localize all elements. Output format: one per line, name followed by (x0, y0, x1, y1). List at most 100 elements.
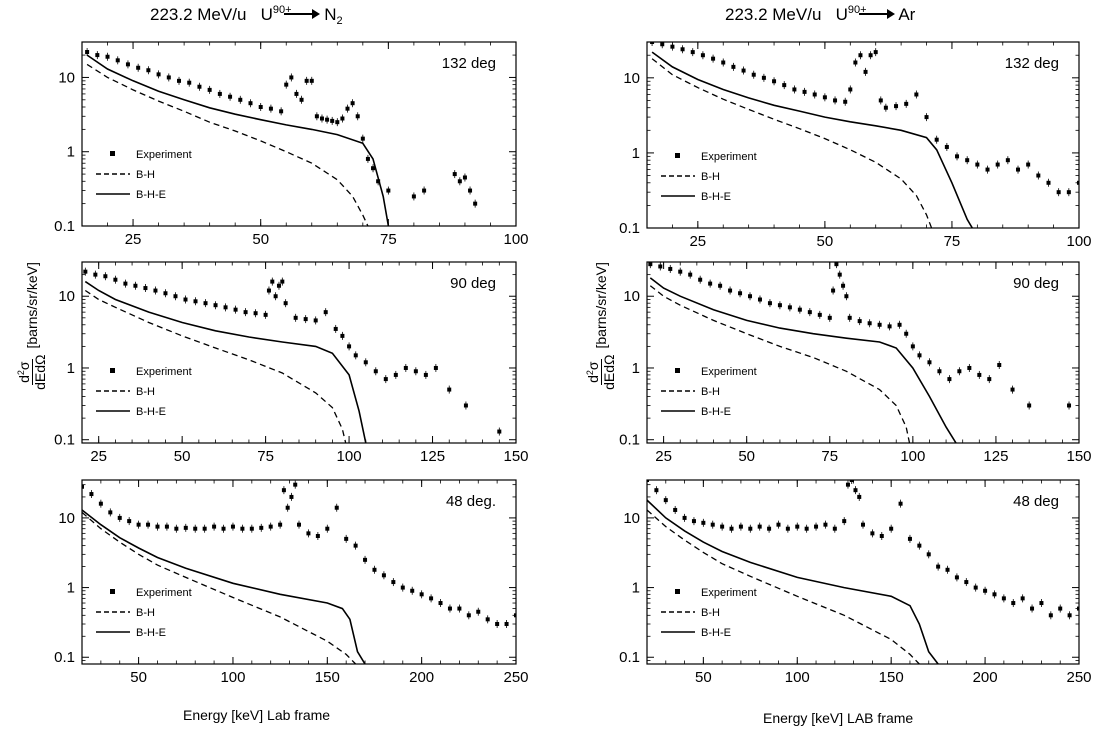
data-point (889, 526, 894, 531)
x-tick-label: 250 (1066, 669, 1091, 686)
title-ion: U (260, 5, 273, 24)
data-point (751, 72, 756, 77)
data-point (650, 42, 655, 44)
x-tick-label: 25 (125, 231, 142, 248)
y-tick-label: 0.1 (619, 432, 640, 449)
data-point (280, 279, 285, 284)
data-point (299, 97, 304, 102)
data-point (253, 311, 258, 316)
data-point (1058, 606, 1063, 611)
data-point (917, 353, 922, 358)
legend-label: B-H (701, 171, 720, 183)
data-point (383, 377, 388, 382)
data-point (728, 288, 733, 293)
x-tick-label: 250 (503, 669, 528, 686)
data-point (848, 87, 853, 92)
x-tick-label: 25 (90, 448, 107, 465)
angle-annotation: 132 deg (1005, 55, 1059, 72)
title-energy: 223.2 MeV/u (150, 5, 247, 24)
data-point (654, 488, 659, 493)
data-point (105, 54, 110, 59)
title-target: Ar (898, 5, 916, 24)
data-point (898, 501, 903, 506)
data-point (1048, 613, 1053, 618)
data-point (293, 482, 298, 487)
data-point (230, 524, 235, 529)
chart-panel-left-middle: 25 50 75 100 125 150 0.1 1 10 90 deg Experiment B-H… (54, 261, 529, 465)
data-point (400, 585, 405, 590)
data-point (183, 297, 188, 302)
title-energy: 223.2 MeV/u (725, 5, 822, 24)
data-point (117, 515, 122, 520)
data-point (879, 533, 884, 538)
x-tick-label: 75 (380, 231, 397, 248)
data-point (263, 312, 268, 317)
legend-label: B-H-E (136, 406, 166, 418)
data-point (212, 524, 217, 529)
bh-curve (649, 285, 911, 443)
data-point (276, 283, 281, 288)
legend-label: B-H-E (701, 191, 731, 203)
data-point (146, 68, 151, 73)
x-tick-label: 50 (695, 669, 712, 686)
data-point (660, 42, 665, 47)
data-point (381, 573, 386, 578)
data-point (904, 331, 909, 336)
data-point (936, 564, 941, 569)
data-point (193, 526, 198, 531)
data-point (504, 622, 509, 627)
data-point (975, 162, 980, 167)
data-point (350, 101, 355, 106)
data-point (344, 536, 349, 541)
data-point (822, 95, 827, 100)
data-point (833, 98, 838, 103)
data-point (115, 58, 120, 63)
angle-annotation: 90 deg (1013, 275, 1059, 292)
title-target-subscript: 2 (336, 15, 343, 27)
x-tick-label: 50 (738, 448, 755, 465)
legend-label: B-H (136, 607, 155, 619)
left-column-title: 223.2 MeV/u U90+ N2 (150, 4, 343, 27)
data-point (843, 99, 848, 104)
bh-curve (82, 511, 357, 664)
data-point (757, 297, 762, 302)
data-point (857, 319, 862, 324)
data-point (289, 494, 294, 499)
plot-area (85, 48, 478, 226)
data-point (1056, 190, 1061, 195)
data-point (721, 60, 726, 65)
x-tick-label: 125 (420, 448, 445, 465)
legend-label: Experiment (701, 587, 757, 599)
data-point (325, 117, 330, 122)
data-point (777, 303, 782, 308)
data-point (268, 106, 273, 111)
data-point (807, 310, 812, 315)
data-point (270, 279, 275, 284)
x-tick-label: 50 (817, 233, 834, 250)
data-point (125, 62, 130, 67)
data-point (447, 606, 452, 611)
data-point (279, 109, 284, 114)
data-point (153, 288, 158, 293)
data-point (776, 522, 781, 527)
data-point (323, 310, 328, 315)
data-point (314, 114, 319, 119)
data-point (792, 87, 797, 92)
data-point (468, 188, 473, 193)
y-tick-label: 1 (632, 360, 640, 377)
data-point (243, 310, 248, 315)
data-point (738, 524, 743, 529)
data-point (146, 522, 151, 527)
data-point (955, 154, 960, 159)
data-point (827, 315, 832, 320)
data-point (403, 365, 408, 370)
title-target: N (324, 5, 337, 24)
data-point (156, 72, 161, 77)
legend-marker (110, 589, 115, 594)
y-tick-label: 10 (623, 510, 640, 527)
data-point (1077, 606, 1079, 611)
data-point (360, 136, 365, 141)
data-point (711, 56, 716, 61)
data-point (164, 524, 169, 529)
data-point (82, 484, 84, 489)
